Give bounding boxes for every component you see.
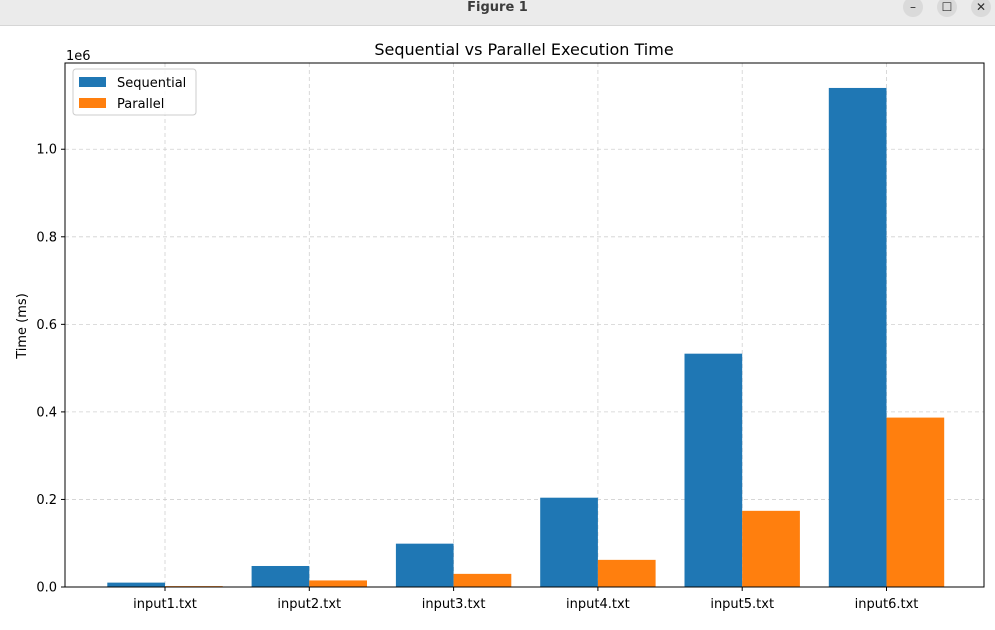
- x-tick-label: input6.txt: [855, 597, 919, 612]
- bar-parallel: [742, 510, 800, 587]
- legend: Sequential Parallel: [72, 68, 197, 116]
- x-tick-label: input5.txt: [710, 597, 774, 612]
- y-tick-label: 0.0: [36, 581, 57, 596]
- bar-sequential: [540, 497, 598, 587]
- bar-parallel: [309, 580, 367, 587]
- y-tick-label: 0.4: [36, 405, 57, 420]
- y-tick-label: 0.2: [36, 493, 57, 508]
- x-tick-label: input3.txt: [422, 597, 486, 612]
- maximize-button[interactable]: ☐: [937, 0, 957, 17]
- legend-swatch: [79, 77, 106, 87]
- chart-title: Sequential vs Parallel Execution Time: [374, 40, 673, 59]
- plot-frame: [64, 62, 985, 588]
- bar-sequential: [828, 87, 887, 587]
- bar-parallel: [597, 559, 656, 587]
- figure-canvas: Sequential vs Parallel Execution Time 1e…: [0, 26, 995, 626]
- legend-label: Sequential: [117, 76, 186, 91]
- bar-sequential: [107, 582, 165, 587]
- y-tick-label: 0.6: [36, 318, 57, 333]
- x-tick-label: input1.txt: [133, 597, 197, 612]
- bar-sequential: [684, 353, 743, 587]
- bar-sequential: [251, 565, 310, 587]
- x-tick-label: input4.txt: [566, 597, 630, 612]
- x-tick-label: input2.txt: [277, 597, 341, 612]
- window-title: Figure 1: [467, 0, 528, 15]
- bar-parallel: [453, 573, 512, 587]
- y-tick-label: 1.0: [36, 143, 57, 158]
- legend-swatch: [79, 98, 106, 108]
- close-button[interactable]: ✕: [971, 0, 991, 17]
- bar-sequential: [395, 543, 454, 587]
- minimize-button[interactable]: –: [903, 0, 923, 17]
- y-tick-label: 0.8: [36, 230, 57, 245]
- bar-chart: Sequential vs Parallel Execution Time 1e…: [15, 40, 985, 612]
- window-titlebar: Figure 1 – ☐ ✕: [0, 0, 995, 26]
- bar-parallel: [886, 417, 945, 587]
- y-axis-label: Time (ms): [15, 293, 30, 360]
- y-offset-label: 1e6: [66, 49, 91, 64]
- bars-layer: [107, 87, 945, 587]
- ticks-layer: 0.0 0.2 0.4 0.6 0.8 1.0 input1.txt input2.txt in…: [36, 143, 918, 612]
- legend-label: Parallel: [117, 97, 164, 112]
